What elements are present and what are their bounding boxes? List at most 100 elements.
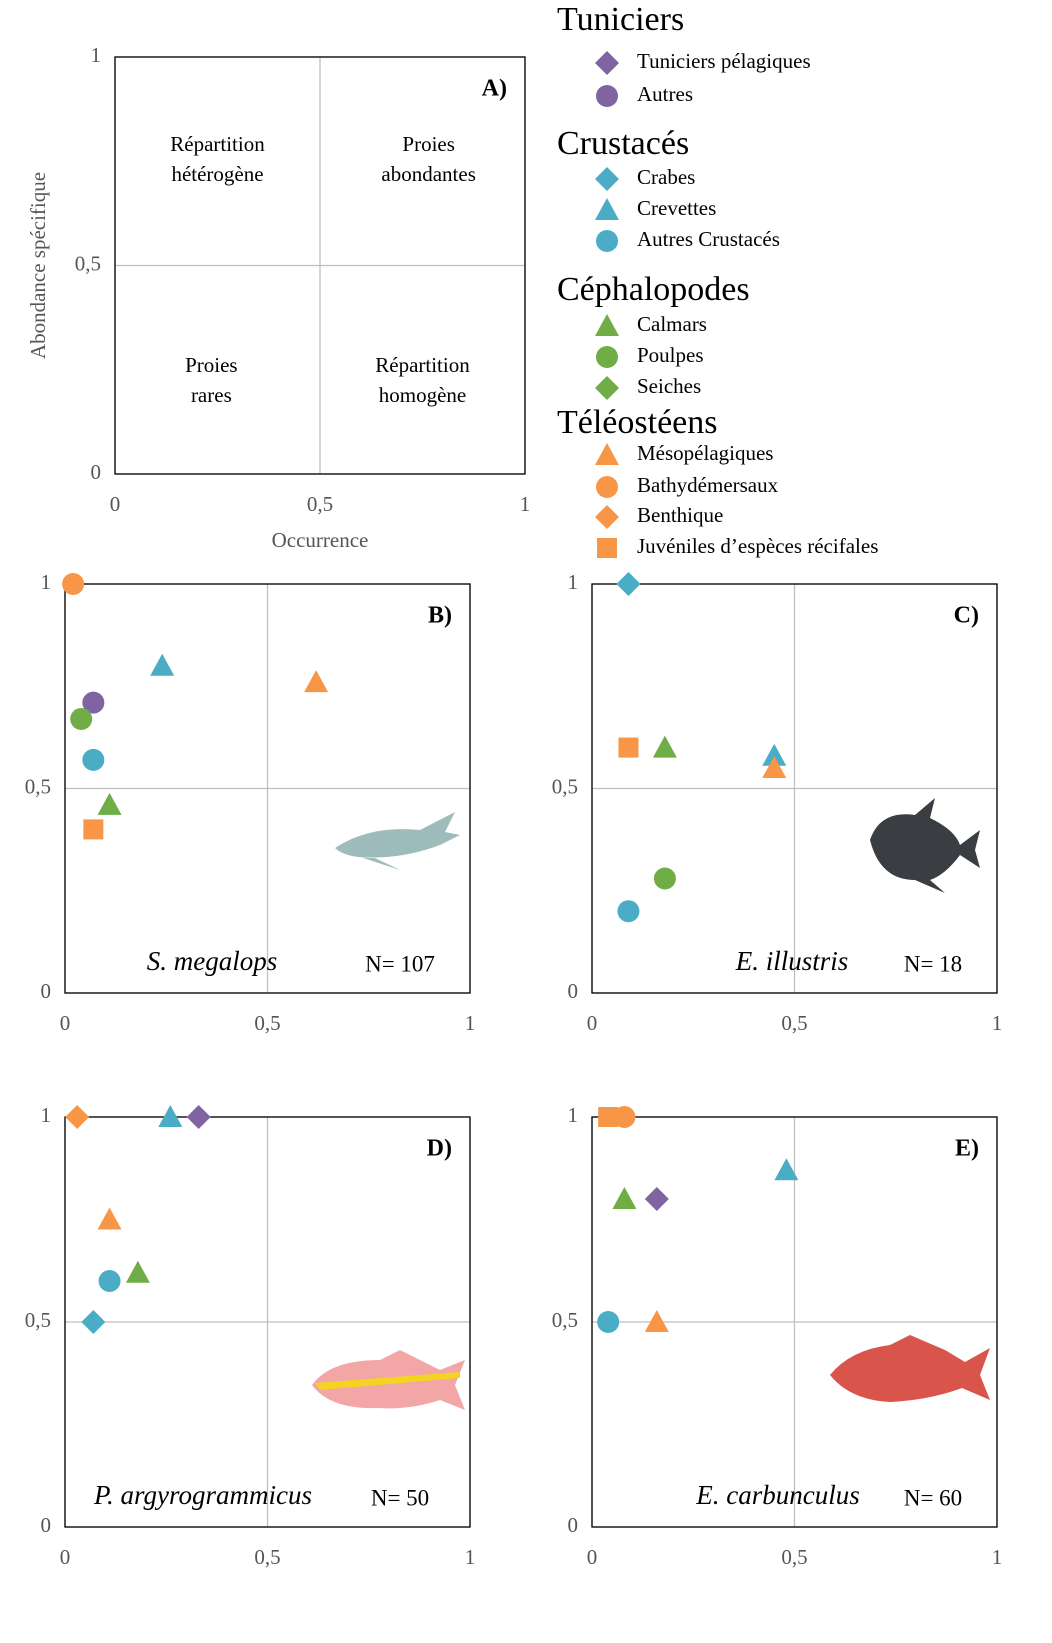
- legend-marker: [595, 314, 619, 336]
- panel: 0 0,5 1 0 0,5 1 E) E. carbunculus N= 60: [552, 1103, 1003, 1569]
- legend-marker: [596, 476, 618, 498]
- data-point: [652, 735, 677, 758]
- legend-label: Bathydémersaux: [637, 473, 779, 497]
- panel-title: D): [427, 1136, 452, 1162]
- data-point: [304, 670, 329, 693]
- legend-group-title: Céphalopodes: [557, 271, 750, 308]
- y-tick-label: 0,5: [25, 774, 51, 798]
- y-tick-label: 0: [568, 1513, 579, 1537]
- data-point: [98, 1270, 121, 1292]
- data-point: [762, 743, 787, 766]
- data-point: [612, 1187, 637, 1209]
- panel: 0 0,5 1 0 0,5 1 C) E. illustris N= 18: [552, 570, 1003, 1035]
- panel-title: C): [954, 603, 979, 629]
- species-name: P. argyrogrammicus: [93, 1480, 312, 1510]
- x-tick-label: 1: [465, 1545, 476, 1569]
- panel: 0 0,5 1 0 0,5 1 B) S. megalops N= 107: [25, 570, 476, 1035]
- data-point: [82, 691, 105, 714]
- panel-title: B): [428, 603, 452, 629]
- fish-illustrations: [312, 798, 990, 1410]
- x-axis-title: Occurrence: [272, 528, 369, 552]
- data-point: [618, 737, 639, 758]
- legend-label: Seiches: [637, 374, 701, 398]
- pomfret-illustration: [870, 798, 980, 893]
- y-tick-label: 1: [568, 1103, 579, 1127]
- x-tick-label: 0: [60, 1011, 71, 1035]
- legend-marker: [595, 376, 619, 400]
- data-point: [158, 1105, 183, 1127]
- data-point: [186, 1105, 211, 1129]
- legend-marker: [595, 505, 619, 529]
- plot-frame: [64, 1116, 471, 1528]
- x-tick-label: 1: [465, 1011, 476, 1035]
- panel-title: A): [482, 76, 507, 102]
- y-tick-label: 1: [568, 570, 579, 594]
- y-tick-label: 1: [91, 43, 102, 67]
- legend-group-title: Crustacés: [557, 125, 689, 162]
- data-point: [150, 653, 175, 676]
- legend-label: Crevettes: [637, 196, 716, 220]
- y-tick-label: 0: [568, 979, 579, 1003]
- data-point: [653, 867, 676, 890]
- x-tick-label: 0,5: [781, 1545, 807, 1569]
- x-tick-label: 0: [60, 1545, 71, 1569]
- plot-frame: [64, 583, 471, 994]
- quadrant-label: Proies: [402, 132, 455, 156]
- legend-label: Autres: [637, 82, 693, 106]
- quadrant-label: Répartition: [375, 353, 470, 377]
- legend-marker: [596, 85, 618, 107]
- data-point: [83, 819, 104, 840]
- quadrant-label: abondantes: [381, 162, 475, 186]
- x-tick-label: 0,5: [254, 1545, 280, 1569]
- data-point: [81, 1310, 106, 1334]
- y-tick-label: 1: [41, 570, 52, 594]
- x-tick-label: 1: [992, 1545, 1003, 1569]
- y-tick-label: 0,5: [552, 1308, 578, 1332]
- y-tick-label: 0,5: [75, 251, 101, 275]
- data-point: [617, 900, 640, 923]
- legend-label: Poulpes: [637, 343, 704, 367]
- quadrant-label: hétérogène: [171, 162, 263, 186]
- data-point: [70, 707, 93, 730]
- panel: 0 0,5 1 0 0,5 1 A) Occurrence Abondance spécifiq…: [26, 43, 530, 552]
- panel-title: E): [955, 1136, 979, 1162]
- species-name: S. megalops: [147, 946, 278, 976]
- legend-marker: [596, 230, 618, 252]
- x-tick-label: 1: [992, 1011, 1003, 1035]
- x-tick-label: 0,5: [781, 1011, 807, 1035]
- quadrant-label: Proies: [185, 353, 238, 377]
- data-point: [125, 1260, 150, 1283]
- plot-frame: [114, 56, 526, 475]
- plot-frame: [591, 1116, 998, 1528]
- data-point: [644, 1187, 669, 1211]
- data-point: [62, 573, 85, 595]
- sample-size: N= 60: [904, 1485, 962, 1510]
- y-tick-label: 0: [41, 1513, 52, 1537]
- data-point: [597, 1311, 620, 1333]
- legend-label: Calmars: [637, 312, 707, 336]
- sample-size: N= 50: [371, 1485, 429, 1510]
- y-tick-label: 0: [41, 979, 52, 1003]
- plot-frame: [591, 583, 998, 994]
- data-point: [613, 1106, 636, 1128]
- species-name: E. illustris: [735, 946, 849, 976]
- y-tick-label: 1: [41, 1103, 52, 1127]
- panel: 0 0,5 1 0 0,5 1 D) P. argyrogrammicus N= 50: [25, 1103, 476, 1569]
- x-tick-label: 0: [110, 492, 121, 516]
- y-tick-label: 0,5: [552, 774, 578, 798]
- sample-size: N= 107: [365, 951, 435, 976]
- x-tick-label: 0,5: [307, 492, 333, 516]
- x-tick-label: 0: [587, 1011, 598, 1035]
- legend-marker: [595, 198, 619, 220]
- legend-label: Crabes: [637, 165, 695, 189]
- data-point: [82, 748, 105, 771]
- legend-marker: [597, 538, 617, 558]
- species-name: E. carbunculus: [695, 1480, 859, 1510]
- y-tick-label: 0: [91, 460, 102, 484]
- x-tick-label: 1: [520, 492, 531, 516]
- legend-group-title: Téléostéens: [557, 404, 718, 441]
- legend-marker: [595, 167, 619, 191]
- legend-marker: [596, 346, 618, 368]
- data-point: [97, 792, 122, 815]
